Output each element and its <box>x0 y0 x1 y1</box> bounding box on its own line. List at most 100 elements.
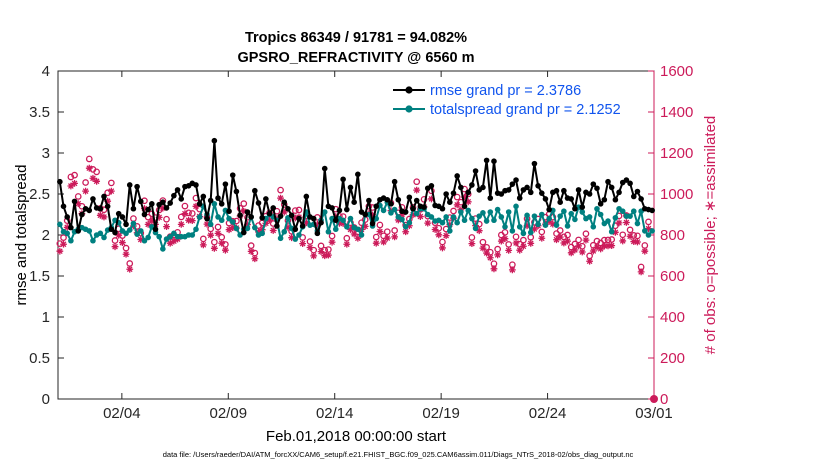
assimilated-obs-point <box>361 222 369 230</box>
rmse-point <box>461 203 468 210</box>
totalspread-point <box>546 215 552 222</box>
rmse-point <box>557 199 563 205</box>
assimilated-obs-point <box>553 236 560 244</box>
assimilated-obs-point <box>310 252 318 260</box>
totalspread-point <box>399 216 405 223</box>
possible-obs-point <box>328 232 336 240</box>
rmse-point <box>469 182 475 188</box>
totalspread-point <box>630 208 637 215</box>
possible-obs-point <box>413 178 421 186</box>
x-tick-label: 02/09 <box>210 405 248 422</box>
rmse-point <box>285 205 291 212</box>
possible-obs-point <box>450 207 457 215</box>
rmse-point <box>178 196 185 202</box>
assimilated-obs-point <box>486 254 494 262</box>
assimilated-obs-point <box>575 242 582 250</box>
totalspread-point <box>568 210 575 217</box>
totalspread-point <box>634 220 641 227</box>
assimilated-obs-point <box>317 248 325 256</box>
totalspread-point <box>498 214 505 220</box>
rmse-point <box>141 211 148 218</box>
totalspread-point <box>579 209 586 215</box>
y-right-tick-label: 800 <box>660 227 685 244</box>
totalspread-point <box>406 219 413 226</box>
rmse-point <box>373 203 380 210</box>
assimilated-obs-point <box>89 174 97 182</box>
assimilated-obs-point <box>516 246 524 254</box>
rmse-point <box>152 226 159 233</box>
assimilated-obs-point <box>347 226 354 233</box>
totalspread-point <box>509 228 516 234</box>
possible-obs-point <box>608 236 616 243</box>
legend-rmse-label: rmse grand pr = 2.3786 <box>430 83 581 99</box>
rmse-point <box>454 173 460 179</box>
totalspread-point <box>561 208 567 215</box>
assimilated-obs-point <box>93 177 101 185</box>
assimilated-obs-point <box>623 219 630 226</box>
totalspread-point <box>447 228 453 234</box>
rmse-point <box>572 205 578 212</box>
rmse-point <box>64 214 70 220</box>
rmse-point <box>513 177 519 183</box>
possible-obs-point <box>214 223 222 231</box>
y-tick-label: 3 <box>42 145 50 162</box>
possible-obs-point <box>383 228 391 236</box>
possible-obs-point <box>501 228 509 236</box>
assimilated-obs-point <box>221 246 229 254</box>
assimilated-obs-point <box>284 223 292 231</box>
assimilated-obs-point <box>571 246 579 254</box>
rmse-point <box>483 157 490 164</box>
rmse-point <box>369 220 376 227</box>
assimilated-obs-point <box>181 210 189 218</box>
totalspread-point <box>156 233 162 240</box>
totalspread-point <box>57 221 63 228</box>
assimilated-obs-point <box>118 239 126 246</box>
possible-obs-point <box>556 227 564 234</box>
totalspread-point <box>612 214 619 221</box>
totalspread-point <box>520 230 527 237</box>
rmse-point <box>561 187 567 194</box>
possible-obs-point <box>619 231 627 239</box>
possible-obs-point <box>582 230 590 238</box>
y-tick-label: 4 <box>42 63 50 80</box>
totalspread-point <box>627 213 633 219</box>
totalspread-point <box>557 213 563 219</box>
rmse-point <box>406 194 413 201</box>
totalspread-point <box>450 214 457 220</box>
assimilated-obs-point <box>394 216 402 224</box>
totalspread-point <box>524 212 530 219</box>
rmse-point <box>579 204 586 210</box>
totalspread-point <box>68 237 74 244</box>
rmse-point <box>104 203 111 210</box>
rmse-point <box>263 196 269 202</box>
rmse-point <box>443 191 449 197</box>
totalspread-point <box>465 207 472 214</box>
totalspread-point <box>402 224 409 230</box>
possible-obs-point <box>85 155 93 163</box>
rmse-point <box>193 182 199 188</box>
assimilated-obs-point <box>619 237 627 245</box>
legend-spread-marker <box>405 105 413 113</box>
totalspread-point <box>513 203 519 210</box>
y-tick-label: 3.5 <box>29 104 50 121</box>
possible-obs-point <box>291 207 299 214</box>
assimilated-obs-point <box>71 179 78 187</box>
assimilated-obs-point <box>512 239 520 247</box>
assimilated-obs-point <box>549 220 557 228</box>
assimilated-obs-point <box>244 221 251 228</box>
assimilated-obs-point <box>170 237 178 245</box>
assimilated-obs-point <box>218 239 226 247</box>
totalspread-point <box>480 210 486 216</box>
totalspread-point <box>542 222 549 228</box>
assimilated-obs-point <box>262 219 270 227</box>
rmse-point <box>605 178 611 185</box>
assimilated-obs-point <box>391 233 399 241</box>
y-tick-label: 0.5 <box>29 350 50 367</box>
assimilated-obs-point <box>63 224 71 231</box>
rmse-point <box>126 182 133 188</box>
assimilated-obs-point <box>354 234 362 242</box>
rmse-point <box>347 184 354 191</box>
rmse-point <box>612 196 619 203</box>
rmse-point <box>196 201 203 207</box>
